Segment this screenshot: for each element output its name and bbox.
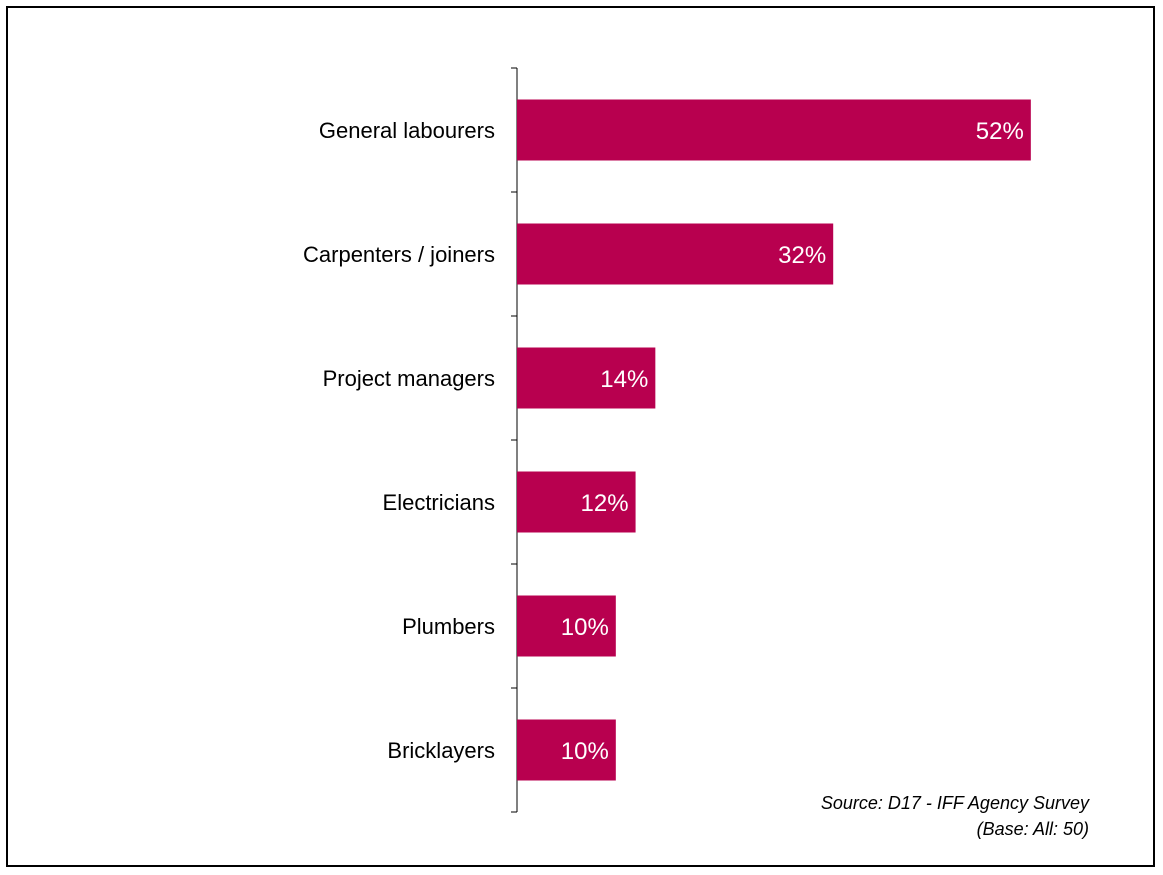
category-label: Carpenters / joiners xyxy=(303,242,495,267)
data-label: 32% xyxy=(778,242,826,269)
bar xyxy=(517,719,616,781)
category-label: Project managers xyxy=(323,366,495,391)
bar xyxy=(517,99,1031,161)
bar xyxy=(517,223,834,285)
data-label: 10% xyxy=(561,738,609,765)
category-label: Bricklayers xyxy=(387,738,495,763)
bar xyxy=(517,595,616,657)
category-label: Electricians xyxy=(383,490,495,515)
category-label: General labourers xyxy=(319,118,495,143)
base-note: (Base: All: 50) xyxy=(976,819,1089,839)
data-label: 52% xyxy=(976,118,1024,145)
data-label: 10% xyxy=(561,614,609,641)
category-label: Plumbers xyxy=(402,614,495,639)
data-label: 14% xyxy=(600,366,648,393)
data-label: 12% xyxy=(581,490,629,517)
bar xyxy=(517,471,636,533)
bar xyxy=(517,347,656,409)
source-note: Source: D17 - IFF Agency Survey xyxy=(820,793,1089,813)
